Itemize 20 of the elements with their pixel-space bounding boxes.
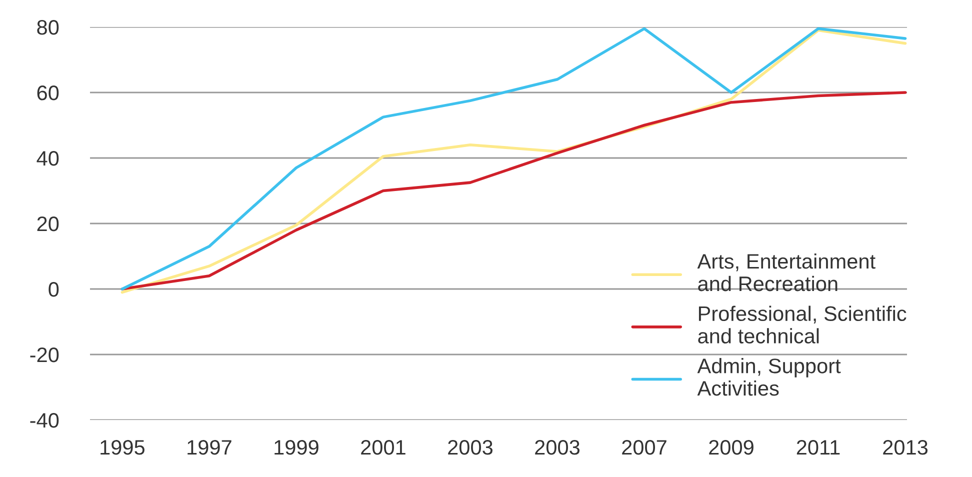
x-tick-label: 1997: [188, 440, 232, 455]
x-tick-label: 1995: [100, 440, 144, 455]
y-tick-label: 60: [37, 86, 59, 100]
y-tick-label: 40: [36, 151, 59, 166]
legend-label: Professional, Scientific and technical: [698, 306, 906, 344]
legend-label: Admin, Support Activities: [697, 358, 841, 396]
legend-label: Arts, Entertainment and Recreation: [697, 253, 876, 292]
y-tick-label: -20: [30, 348, 59, 362]
x-tick-label: 2009: [709, 440, 754, 455]
x-tick-label: 2001: [361, 440, 406, 455]
x-tick-label: 2003: [535, 440, 580, 455]
x-tick-label: 2003: [448, 440, 492, 455]
y-tick-label: 80: [37, 20, 59, 35]
y-tick-label: 0: [48, 282, 59, 297]
x-tick-label: 1999: [274, 440, 318, 455]
x-tick-label: 2013: [883, 440, 928, 455]
y-tick-label: -40: [30, 413, 59, 428]
x-tick-label: 2007: [622, 440, 666, 455]
y-tick-label: 20: [37, 216, 59, 232]
x-tick-label: 2011: [796, 440, 840, 455]
